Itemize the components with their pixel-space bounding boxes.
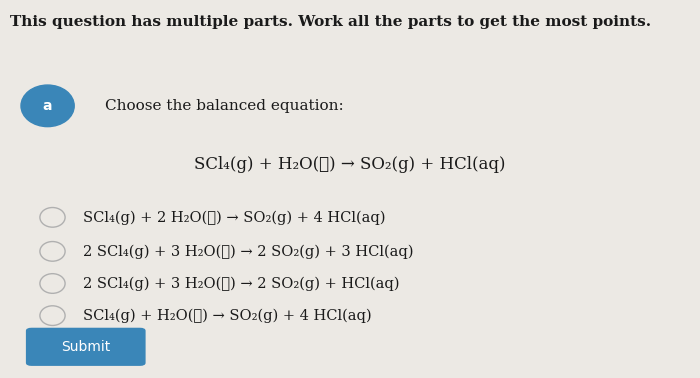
Text: This question has multiple parts. Work all the parts to get the most points.: This question has multiple parts. Work a…	[10, 15, 652, 29]
Text: a: a	[43, 99, 52, 113]
Text: Choose the balanced equation:: Choose the balanced equation:	[105, 99, 344, 113]
FancyBboxPatch shape	[26, 328, 146, 366]
Text: SCl₄(g) + 2 H₂O(ℓ) → SO₂(g) + 4 HCl(aq): SCl₄(g) + 2 H₂O(ℓ) → SO₂(g) + 4 HCl(aq)	[83, 210, 385, 225]
Text: Submit: Submit	[61, 340, 111, 354]
Text: 2 SCl₄(g) + 3 H₂O(ℓ) → 2 SO₂(g) + 3 HCl(aq): 2 SCl₄(g) + 3 H₂O(ℓ) → 2 SO₂(g) + 3 HCl(…	[83, 244, 413, 259]
Ellipse shape	[21, 85, 74, 127]
Text: SCl₄(g) + H₂O(ℓ) → SO₂(g) + HCl(aq): SCl₄(g) + H₂O(ℓ) → SO₂(g) + HCl(aq)	[195, 156, 505, 173]
Text: 2 SCl₄(g) + 3 H₂O(ℓ) → 2 SO₂(g) + HCl(aq): 2 SCl₄(g) + 3 H₂O(ℓ) → 2 SO₂(g) + HCl(aq…	[83, 276, 399, 291]
Text: SCl₄(g) + H₂O(ℓ) → SO₂(g) + 4 HCl(aq): SCl₄(g) + H₂O(ℓ) → SO₂(g) + 4 HCl(aq)	[83, 308, 371, 323]
